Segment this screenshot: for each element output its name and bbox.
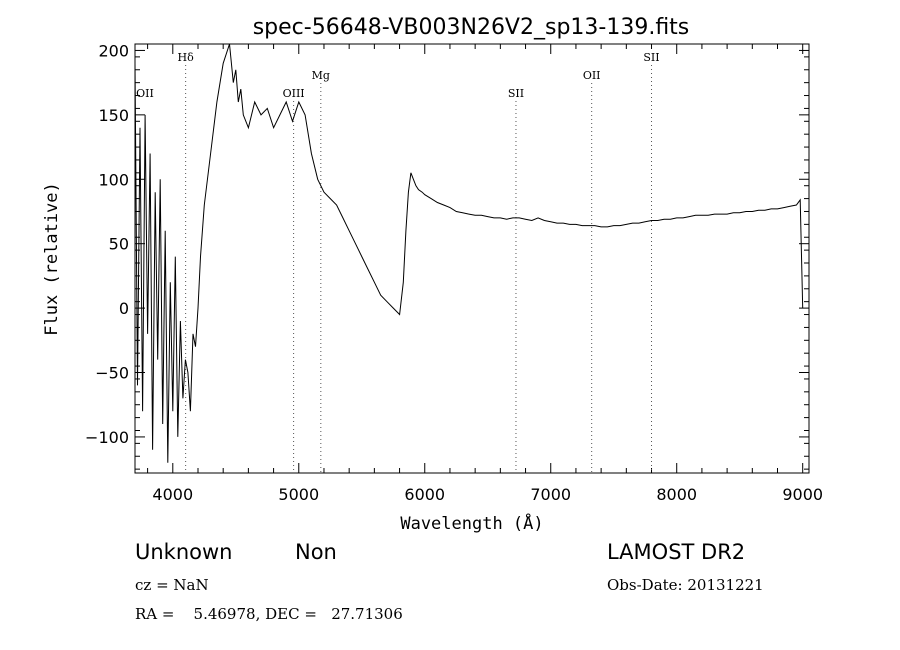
spectrum-line: [134, 43, 804, 463]
x-tick-label: 6000: [404, 485, 445, 504]
line-marker-label: OII: [136, 87, 154, 100]
survey-name: LAMOST DR2: [607, 540, 746, 564]
line-marker-label: Hδ: [178, 51, 195, 64]
x-tick-label: 7000: [530, 485, 571, 504]
y-tick-label: 200: [98, 41, 129, 60]
line-marker-labels: OII Hδ OIII Mg SII OII SII: [136, 51, 659, 100]
y-tick-label: 150: [98, 106, 129, 125]
x-tick-label: 9000: [782, 485, 823, 504]
x-axis-label: Wavelength (Å): [400, 512, 543, 534]
line-marker-label: OIII: [283, 87, 305, 100]
y-tick-label: 100: [98, 170, 129, 189]
line-marker-label: SII: [643, 51, 659, 64]
y-axis-label: Flux (relative): [42, 182, 62, 336]
y-tick-label: −100: [85, 428, 129, 447]
y-tick-label: 50: [109, 235, 129, 254]
line-marker-label: OII: [583, 69, 601, 82]
x-tick-label: 4000: [152, 485, 193, 504]
y-tick-label: −50: [95, 364, 129, 383]
chart-title: spec-56648-VB003N26V2_sp13-139.fits: [253, 15, 690, 40]
x-tick-labels: 4000 5000 6000 7000 8000 9000: [152, 485, 823, 504]
minor-ticks: [135, 44, 809, 473]
redshift-cz: cz = NaN: [135, 576, 209, 594]
y-tick-label: 0: [119, 299, 129, 318]
y-tick-labels: −100 −50 0 50 100 150 200: [85, 41, 129, 446]
object-subclass: Non: [295, 540, 337, 564]
line-marker-label: Mg: [312, 69, 330, 82]
x-tick-label: 5000: [278, 485, 319, 504]
line-marker-label: SII: [508, 87, 524, 100]
coordinates: RA = 5.46978, DEC = 27.71306: [135, 605, 403, 623]
major-ticks: [135, 44, 809, 473]
obs-date: Obs-Date: 20131221: [607, 576, 764, 594]
x-tick-label: 8000: [656, 485, 697, 504]
line-markers: [185, 65, 653, 473]
object-class: Unknown: [135, 540, 233, 564]
plot-frame: [134, 43, 810, 474]
